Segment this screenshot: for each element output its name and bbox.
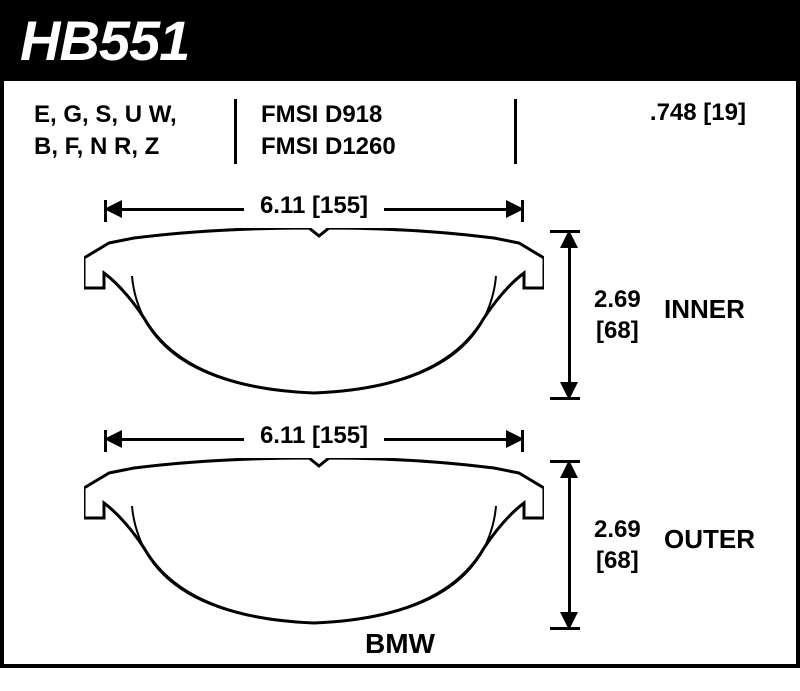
inner-width-dim: 6.11 [155] (104, 194, 524, 224)
diagram-frame: E, G, S, U W, B, F, N R, Z FMSI D918 FMS… (0, 81, 800, 668)
spec-fmsi: FMSI D918 FMSI D1260 (234, 99, 514, 164)
header-bar: HB551 (0, 0, 800, 81)
brand-label: BMW (4, 628, 796, 660)
inner-label: INNER (664, 294, 745, 325)
inner-height-label: 2.69 [68] (594, 284, 641, 346)
inner-pad-shape (84, 228, 544, 403)
spec-codes: E, G, S, U W, B, F, N R, Z (34, 99, 234, 164)
outer-label: OUTER (664, 524, 755, 555)
inner-height-dim (554, 230, 584, 400)
spec-thickness: .748 [19] (514, 99, 776, 164)
diagram-area: 6.11 [155] 2.69 [68] INNER (4, 174, 796, 664)
outer-width-dim: 6.11 [155] (104, 424, 524, 454)
outer-height-label: 2.69 [68] (594, 514, 641, 576)
outer-pad-shape (84, 458, 544, 633)
part-number: HB551 (20, 9, 189, 72)
spec-row: E, G, S, U W, B, F, N R, Z FMSI D918 FMS… (4, 81, 796, 174)
outer-height-dim (554, 460, 584, 630)
